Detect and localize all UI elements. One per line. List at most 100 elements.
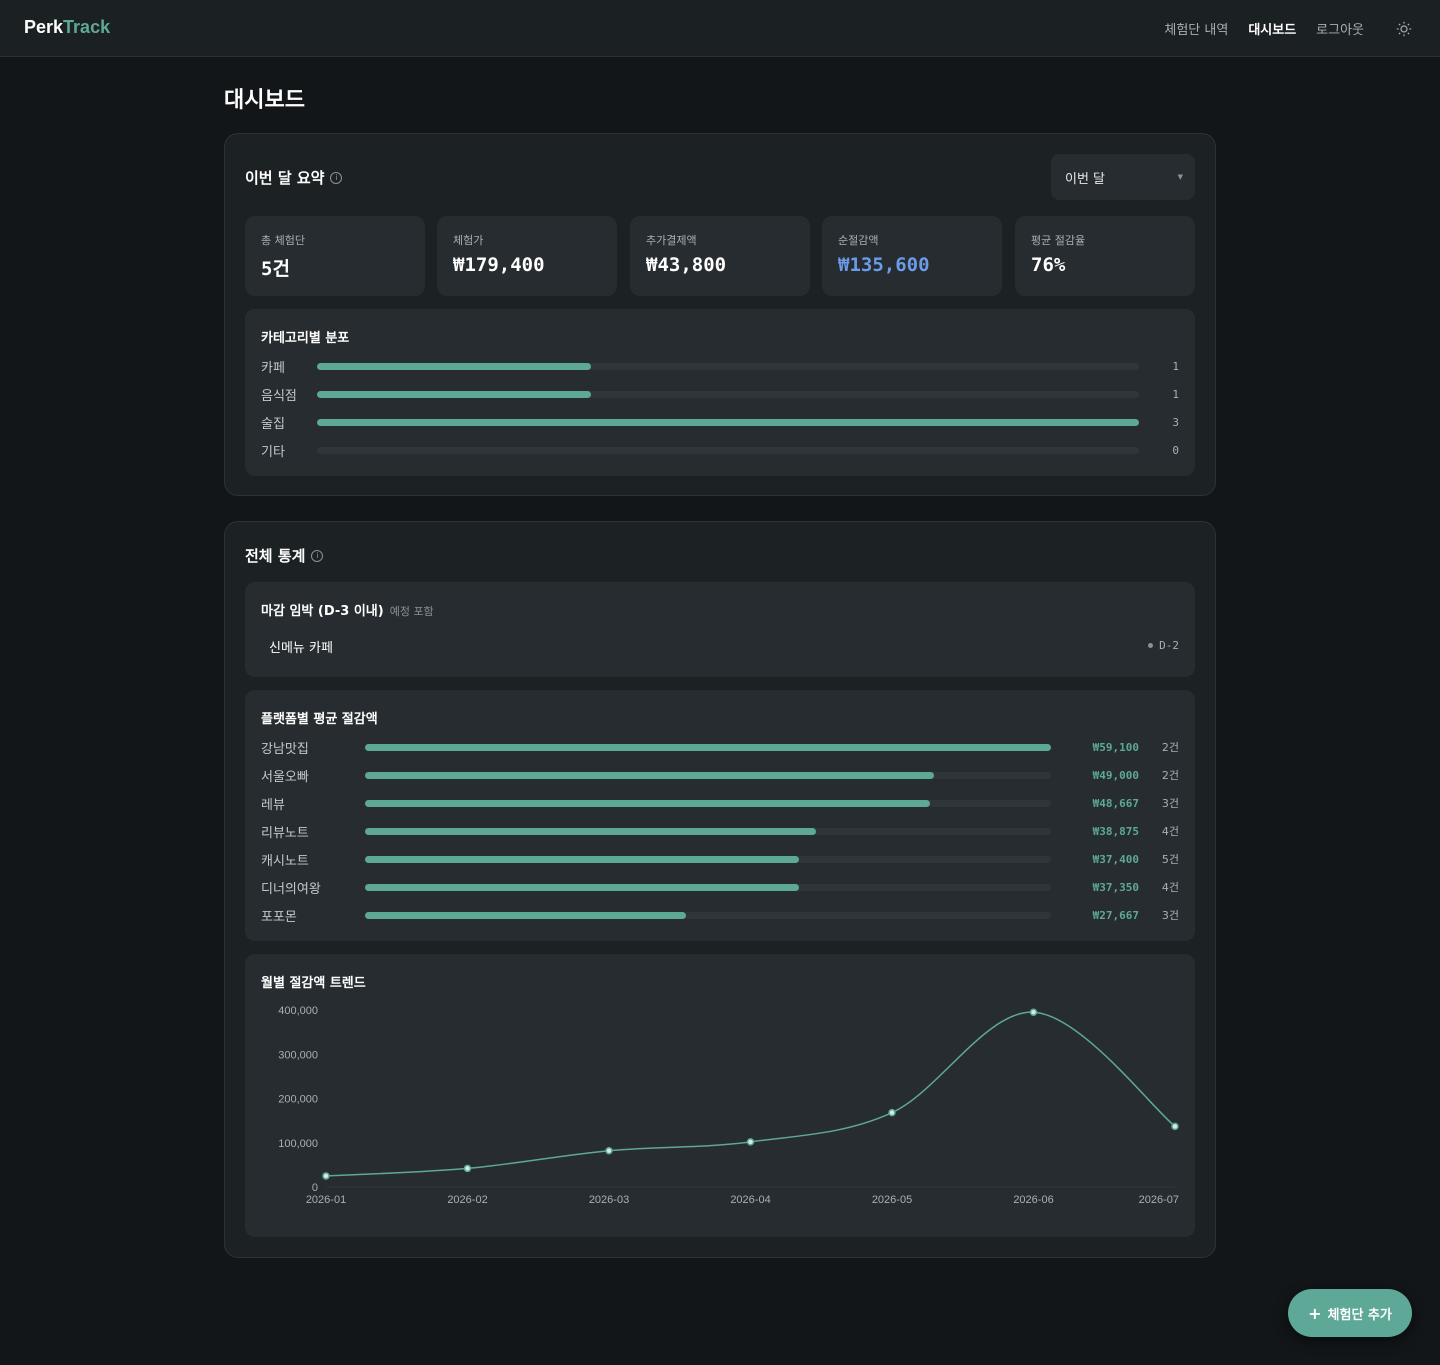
sun-icon[interactable]: [1392, 17, 1416, 41]
stat-total-count: 총 체험단 5건: [245, 216, 425, 296]
platform-name: 디너의여왕: [261, 881, 321, 897]
platform-count: 2건: [1161, 741, 1179, 754]
category-title: 카테고리별 분포: [261, 331, 350, 346]
trend-series-line: [325, 1011, 1176, 1177]
platform-bar-track: [365, 772, 1051, 779]
monthly-trend-card: 월별 절감액 트렌드 0 100,000 200,000 300,000 400,000…: [245, 954, 1195, 1237]
x-tick-label: 2026-03: [589, 1194, 629, 1206]
platform-title: 플랫폼별 평균 절감액: [261, 712, 378, 727]
platform-name: 레뷰: [261, 797, 285, 813]
x-tick-label: 2026-01: [306, 1194, 346, 1206]
platform-bar-track: [365, 856, 1051, 863]
category-row: 카페 1: [261, 356, 1179, 376]
platform-count: 5건: [1161, 853, 1179, 866]
platform-bar: [365, 744, 1051, 751]
platform-amount: ₩59,100: [1092, 740, 1139, 754]
category-distribution-card: 카테고리별 분포 카페 1 음식점 1 술집 3 기타 0: [245, 309, 1195, 476]
trend-data-point: [605, 1146, 613, 1155]
platform-count: 2건: [1161, 769, 1179, 782]
category-bar-track: [317, 363, 1139, 370]
platform-bar: [365, 800, 930, 807]
category-name: 카페: [261, 360, 285, 376]
category-bar-track: [317, 419, 1139, 426]
platform-row: 레뷰 ₩48,667 3건: [261, 793, 1179, 813]
platform-name: 포포몬: [261, 909, 297, 925]
stat-trial-price: 체험가 ₩179,400: [437, 216, 617, 296]
platform-amount: ₩48,667: [1092, 796, 1139, 810]
platform-row: 캐시노트 ₩37,400 5건: [261, 849, 1179, 869]
overall-stats-panel: 전체 통계 i 마감 임박 (D-3 이내) 예정 포함 신메뉴 카페 D-2 플…: [224, 521, 1216, 1258]
platform-name: 서울오빠: [261, 769, 309, 785]
category-bar: [317, 363, 591, 370]
category-bar: [317, 419, 1139, 426]
x-tick-label: 2026-04: [730, 1194, 770, 1206]
category-bar-track: [317, 447, 1139, 454]
deadline-card: 마감 임박 (D-3 이내) 예정 포함 신메뉴 카페 D-2: [245, 582, 1195, 677]
platform-count: 3건: [1161, 797, 1179, 810]
trend-line-chart: 0 100,000 200,000 300,000 400,000 2026-01 2026…: [278, 1005, 1179, 1206]
platform-bar-track: [365, 744, 1051, 751]
platform-row: 디너의여왕 ₩37,350 4건: [261, 877, 1179, 897]
status-dot-icon: [1148, 643, 1154, 648]
nav-logout-link[interactable]: 로그아웃: [1316, 23, 1364, 38]
platform-bar: [365, 884, 799, 891]
x-tick-label: 2026-05: [872, 1194, 912, 1206]
category-row: 음식점 1: [261, 384, 1179, 404]
platform-row: 포포몬 ₩27,667 3건: [261, 905, 1179, 925]
category-bar: [317, 391, 591, 398]
trend-data-point: [1029, 1008, 1038, 1016]
platform-bar-track: [365, 884, 1051, 891]
trend-data-point: [463, 1164, 472, 1173]
logo[interactable]: PerkTrack: [24, 17, 111, 37]
top-navbar: PerkTrack 체험단 내역 대시보드 로그아웃: [0, 0, 1440, 57]
stat-net-savings: 순절감액 ₩135,600: [822, 216, 1002, 296]
y-tick-label: 200,000: [278, 1094, 318, 1106]
category-count: 1: [1172, 359, 1179, 373]
nav-history-link[interactable]: 체험단 내역: [1164, 23, 1229, 38]
category-row: 기타 0: [261, 440, 1179, 460]
platform-amount: ₩38,875: [1092, 824, 1139, 838]
platform-count: 4건: [1161, 881, 1179, 894]
period-select[interactable]: 이번 달 ▼: [1051, 154, 1195, 200]
info-icon[interactable]: i: [330, 171, 343, 184]
category-count: 1: [1172, 387, 1179, 401]
platform-bar-track: [365, 912, 1051, 919]
category-row: 술집 3: [261, 412, 1179, 432]
platform-row: 서울오빠 ₩49,000 2건: [261, 765, 1179, 785]
trend-data-point: [746, 1138, 755, 1146]
platform-savings-card: 플랫폼별 평균 절감액 강남맛집 ₩59,100 2건 서울오빠 ₩49,000 2건 레뷰…: [245, 690, 1195, 941]
platform-count: 3건: [1161, 909, 1179, 922]
y-tick-label: 300,000: [278, 1049, 318, 1061]
trend-data-point: [888, 1108, 896, 1117]
overall-title: 전체 통계 i: [245, 545, 324, 566]
deadline-item-name[interactable]: 신메뉴 카페: [269, 641, 333, 656]
category-name: 술집: [261, 416, 285, 432]
platform-bar: [365, 772, 934, 779]
nav-dashboard-link[interactable]: 대시보드: [1248, 23, 1297, 38]
platform-amount: ₩27,667: [1092, 908, 1139, 922]
page-title: 대시보드: [224, 88, 305, 113]
platform-bar: [365, 856, 800, 863]
add-trial-button[interactable]: + 체험단 추가: [1288, 1289, 1412, 1337]
trend-title: 월별 절감액 트렌드: [261, 976, 366, 991]
trend-data-point: [1171, 1122, 1179, 1131]
x-tick-label: 2026-06: [1013, 1194, 1053, 1206]
trend-data-point: [322, 1172, 330, 1180]
y-tick-label: 400,000: [278, 1005, 318, 1017]
platform-amount: ₩37,400: [1092, 852, 1139, 866]
deadline-title: 마감 임박 (D-3 이내) 예정 포함: [261, 604, 434, 619]
category-count: 0: [1172, 443, 1179, 457]
platform-count: 4건: [1161, 825, 1179, 838]
deadline-item-dday: D-2: [1148, 639, 1179, 652]
platform-name: 리뷰노트: [261, 825, 309, 841]
info-icon[interactable]: i: [311, 549, 324, 562]
y-tick-label: 0: [312, 1182, 318, 1194]
category-name: 음식점: [261, 388, 297, 404]
y-tick-label: 100,000: [278, 1138, 318, 1150]
platform-amount: ₩49,000: [1092, 768, 1139, 782]
nav-menu: 체험단 내역 대시보드 로그아웃: [1164, 0, 1416, 57]
category-count: 3: [1172, 415, 1179, 429]
chevron-down-icon: ▼: [1177, 173, 1183, 181]
platform-bar: [365, 912, 687, 919]
platform-bar-track: [365, 800, 1051, 807]
